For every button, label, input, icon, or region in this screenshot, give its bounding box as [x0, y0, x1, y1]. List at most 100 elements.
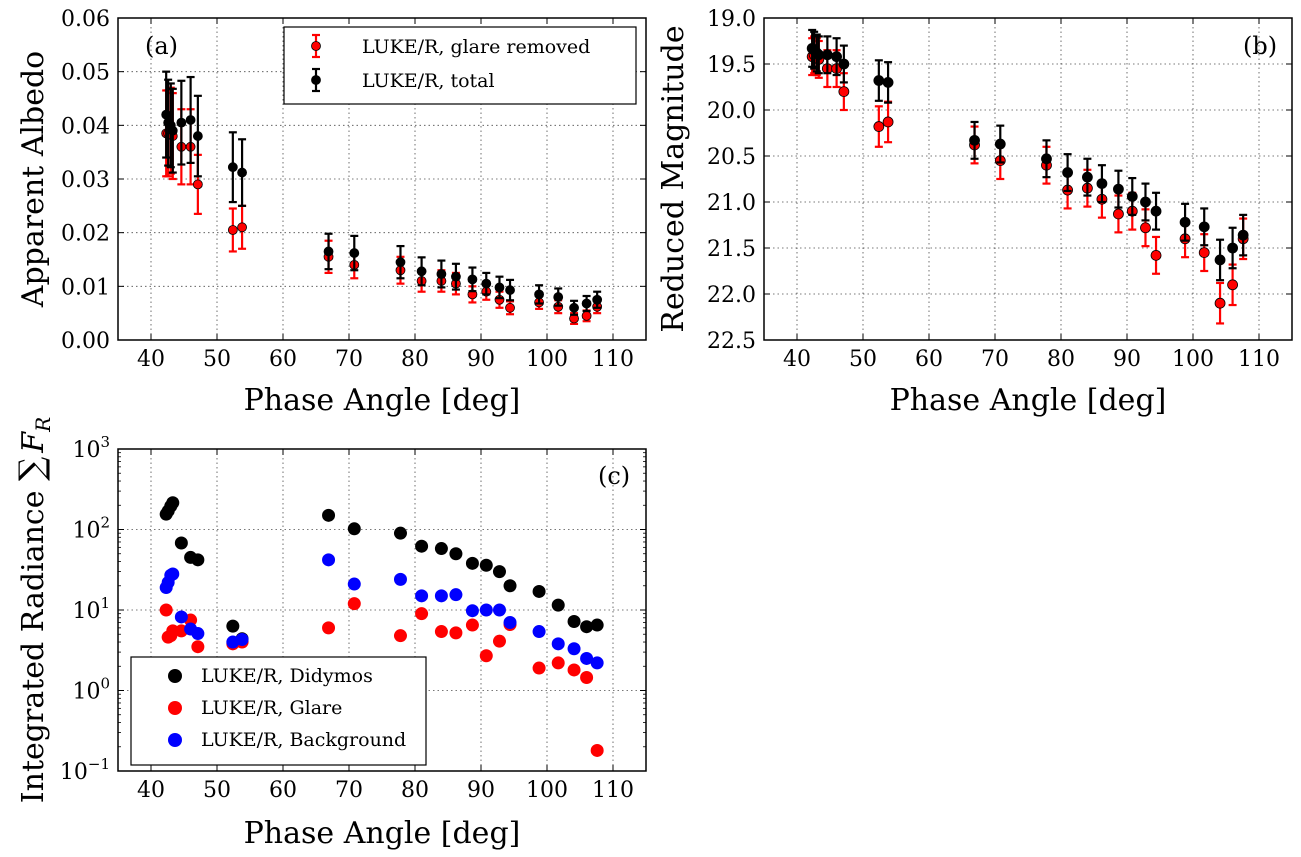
- panel-c-xlabel: Phase Angle [deg]: [244, 816, 521, 851]
- y-tick-label: 22.0: [707, 283, 756, 308]
- point-glare-removed: [1214, 297, 1226, 309]
- point-luke-r-glare: [322, 621, 336, 635]
- point-luke-r-total: [176, 117, 187, 128]
- point-total: [821, 49, 833, 61]
- y-tick-label: 0.04: [61, 114, 110, 139]
- x-tick-label: 50: [203, 778, 231, 803]
- x-tick-label: 50: [203, 347, 231, 372]
- x-tick-label: 80: [401, 347, 429, 372]
- point-luke-r-didymos: [567, 614, 581, 628]
- point-luke-r-glare: [393, 629, 407, 643]
- panel-c-ylabel-sub: R: [31, 417, 55, 433]
- point-luke-r-didymos: [415, 539, 429, 553]
- y-tick-label: 10−1: [60, 755, 110, 785]
- point-luke-r-background: [166, 567, 180, 581]
- point-luke-r-total: [185, 115, 196, 125]
- point-luke-r-total: [436, 269, 447, 279]
- x-tick-label: 70: [981, 347, 1009, 372]
- x-tick-label: 100: [526, 347, 568, 372]
- point-total: [873, 75, 885, 86]
- point-luke-r-didymos: [492, 565, 506, 579]
- point-luke-r-didymos: [226, 619, 240, 633]
- y-tick-label: 0.02: [61, 222, 110, 247]
- point-total: [994, 138, 1006, 150]
- point-luke-r-total: [161, 109, 172, 120]
- point-luke-r-glare-removed: [505, 302, 515, 313]
- x-tick-label: 110: [592, 778, 634, 803]
- panel-b-xlabel: Phase Angle [deg]: [890, 383, 1167, 418]
- point-luke-r-glare: [465, 618, 479, 632]
- legend-marker-glare-removed: [311, 33, 321, 59]
- point-luke-r-glare: [551, 656, 565, 670]
- x-tick-label: 80: [401, 778, 429, 803]
- x-tick-label: 90: [467, 778, 495, 803]
- point-luke-r-background: [479, 603, 493, 617]
- point-glare-removed: [873, 121, 885, 132]
- y-tick-label: 0.00: [61, 329, 110, 354]
- point-total: [1113, 183, 1124, 195]
- point-luke-r-didymos: [166, 496, 180, 510]
- panel-a-ylabel: Apparent Albedo: [16, 51, 51, 308]
- y-tick-label: 101: [72, 594, 110, 624]
- point-glare-removed: [1150, 249, 1162, 261]
- point-luke-r-glare: [191, 640, 205, 654]
- point-total: [1126, 191, 1138, 202]
- point-luke-r-background: [322, 553, 336, 567]
- point-luke-r-glare: [479, 649, 493, 663]
- x-tick-label: 80: [1047, 347, 1075, 372]
- point-luke-r-glare: [449, 626, 463, 640]
- point-total: [1096, 178, 1108, 190]
- panel-c-frame: [117, 448, 647, 772]
- point-luke-r-total: [494, 282, 505, 293]
- x-tick-label: 70: [335, 347, 363, 372]
- x-tick-label: 40: [783, 347, 811, 372]
- point-luke-r-total: [581, 298, 592, 309]
- point-luke-r-didymos: [322, 508, 336, 522]
- point-luke-r-didymos: [479, 558, 493, 572]
- point-total: [969, 134, 980, 146]
- point-luke-r-total: [323, 246, 334, 257]
- x-tick-label: 70: [335, 778, 363, 803]
- point-total: [1179, 216, 1191, 228]
- legend-label-total: LUKE/R, total: [362, 70, 495, 92]
- y-tick-label: 20.0: [707, 99, 756, 124]
- panel-b-frame: [763, 17, 1293, 341]
- x-tick-label: 90: [1113, 347, 1141, 372]
- point-total: [1214, 254, 1226, 266]
- panel-a-legend-box: [283, 26, 637, 105]
- panel-b-ylabel: Reduced Magnitude: [656, 25, 691, 332]
- point-total: [1082, 171, 1093, 183]
- y-tick-label: 103: [72, 433, 110, 463]
- point-luke-r-background: [393, 572, 407, 586]
- point-luke-r-total: [553, 292, 564, 302]
- point-glare-removed: [1113, 208, 1124, 220]
- y-tick-label: 20.5: [707, 145, 756, 170]
- panel-a-legend: LUKE/R, glare removed LUKE/R, total: [283, 26, 637, 105]
- point-luke-r-background: [434, 589, 448, 603]
- point-luke-r-didymos: [532, 584, 546, 598]
- panel-c-integrated-radiance: 40 50 60 70 80 90 100 110 10−1 100 101 102 103 (c) P…: [12, 417, 647, 851]
- point-luke-r-total: [481, 278, 492, 289]
- point-luke-r-total: [467, 274, 478, 285]
- legend-label-glare: LUKE/R, Glare: [201, 697, 342, 719]
- legend-label-glare-removed: LUKE/R, glare removed: [362, 36, 590, 58]
- point-luke-r-didymos: [191, 553, 205, 567]
- point-total: [1140, 196, 1151, 208]
- panel-c-ylabel-var: F: [16, 431, 51, 454]
- point-luke-r-glare-removed: [192, 179, 203, 190]
- point-luke-r-total: [395, 257, 406, 268]
- y-tick-label: 22.5: [707, 329, 756, 354]
- panel-a-tag: (a): [145, 32, 178, 60]
- point-luke-r-total: [505, 285, 515, 295]
- point-luke-r-background: [465, 604, 479, 618]
- y-tick-label: 100: [72, 675, 110, 705]
- point-luke-r-background: [590, 656, 604, 670]
- point-luke-r-background: [415, 589, 429, 603]
- x-tick-label: 110: [1238, 347, 1280, 372]
- point-total: [838, 58, 850, 70]
- point-luke-r-didymos: [434, 542, 448, 556]
- point-luke-r-glare: [580, 671, 594, 685]
- point-luke-r-glare-removed: [581, 310, 592, 321]
- point-luke-r-background: [503, 615, 517, 629]
- point-luke-r-glare: [567, 663, 581, 677]
